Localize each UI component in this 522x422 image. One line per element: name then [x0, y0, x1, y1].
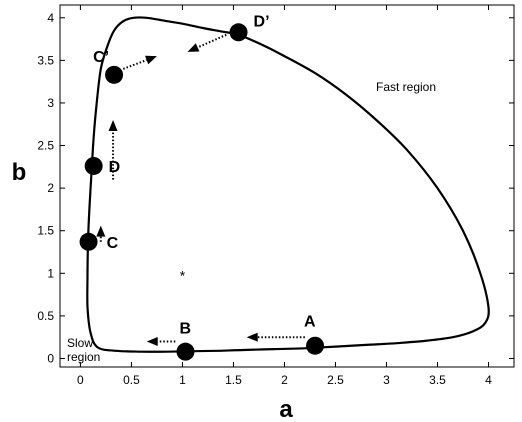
x-tick-label: 1.5	[225, 373, 242, 387]
point-label: A	[304, 314, 316, 331]
x-axis-label: a	[279, 396, 293, 422]
arrow-head	[146, 336, 158, 346]
point-label: C’	[93, 49, 109, 66]
arrow-shaft	[197, 33, 227, 49]
y-tick-label: 3.5	[37, 53, 54, 67]
point-label: D	[109, 159, 121, 176]
point-label: D’	[254, 13, 270, 30]
arrow-head	[96, 225, 106, 237]
y-tick-label: 2	[47, 181, 54, 195]
slow-region-label-line1: Slow	[67, 336, 93, 350]
arrow-head	[246, 332, 258, 342]
x-tick-label: 1	[179, 373, 186, 387]
y-tick-label: 4	[47, 11, 54, 25]
y-axis-label: b	[12, 159, 27, 186]
y-tick-label: 2.5	[37, 139, 54, 153]
y-tick-label: 0.5	[37, 309, 54, 323]
slow-region-label-line2: region	[67, 350, 100, 364]
arrow-head	[145, 55, 157, 65]
x-tick-label: 3	[383, 373, 390, 387]
state-point	[176, 342, 195, 361]
state-point	[84, 156, 103, 175]
x-tick-label: 2	[281, 373, 288, 387]
state-point	[306, 336, 325, 355]
arrow-shaft	[122, 59, 147, 70]
y-tick-label: 1.5	[37, 224, 54, 238]
x-axis-ticks: 0 0.5 1 1.5 2 2.5 3 3.5 4	[77, 5, 492, 387]
state-point	[229, 23, 248, 42]
fast-region-label: Fast region	[376, 80, 436, 94]
direction-arrows	[96, 33, 305, 346]
arrow-head	[187, 43, 200, 52]
equilibrium-marker: *	[180, 267, 186, 283]
state-point	[105, 65, 124, 84]
state-point	[79, 232, 98, 251]
x-tick-label: 4	[485, 373, 492, 387]
arrow-head	[108, 119, 118, 131]
y-tick-label: 3	[47, 96, 54, 110]
limit-cycle-curve	[86, 16, 490, 353]
x-tick-label: 3.5	[429, 373, 446, 387]
point-label: C	[107, 235, 119, 252]
y-tick-label: 0	[47, 351, 54, 365]
y-axis-ticks: 0 0.5 1 1.5 2 2.5 3 3.5 4	[37, 11, 514, 365]
x-tick-label: 0	[77, 373, 84, 387]
plot-frame	[59, 4, 515, 368]
x-tick-label: 2.5	[327, 373, 344, 387]
point-label: B	[179, 321, 191, 338]
labeled-points: A B C D C’ D’	[79, 13, 325, 361]
y-tick-label: 1	[47, 266, 54, 280]
x-tick-label: 0.5	[123, 373, 140, 387]
